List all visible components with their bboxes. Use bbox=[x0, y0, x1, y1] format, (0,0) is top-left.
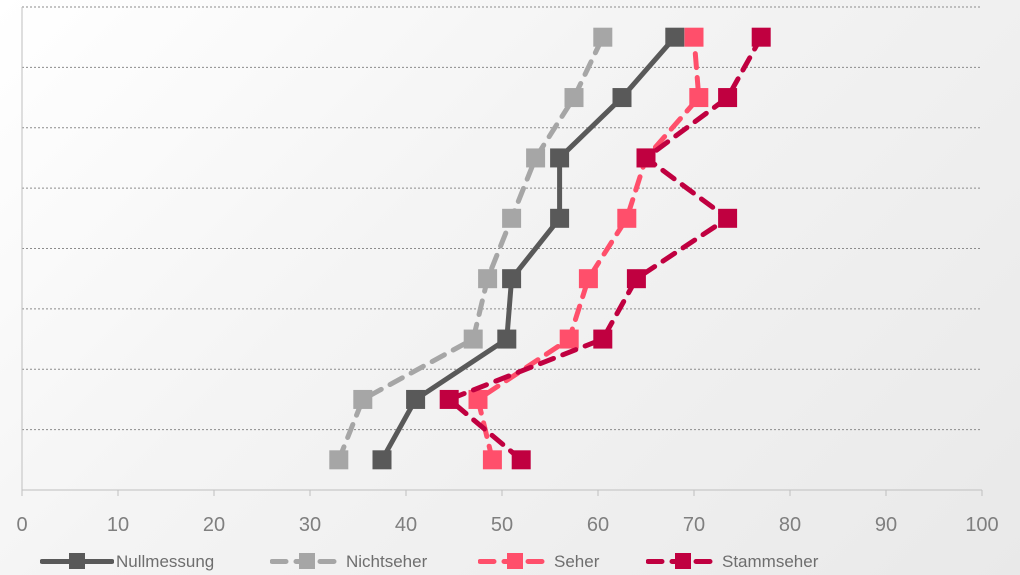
series-nichtseher bbox=[329, 27, 613, 470]
series-layer bbox=[329, 27, 771, 470]
legend-label: Stammseher bbox=[722, 551, 819, 571]
data-point bbox=[526, 148, 546, 168]
x-tick-label: 0 bbox=[16, 514, 27, 536]
data-point bbox=[511, 450, 531, 470]
data-point bbox=[550, 208, 570, 228]
x-tick-label: 50 bbox=[491, 514, 513, 536]
legend-item-nichtseher: Nichtseher bbox=[270, 548, 427, 575]
data-point bbox=[559, 329, 579, 349]
data-point bbox=[406, 389, 426, 409]
series-line bbox=[475, 34, 702, 463]
series-line bbox=[446, 34, 764, 463]
series-line bbox=[336, 34, 606, 463]
data-point bbox=[689, 88, 709, 108]
x-axis: 0 10 20 30 40 50 60 70 80 90 100 bbox=[16, 7, 999, 536]
legend: Nullmessung Nichtseher Seher Stammseher bbox=[0, 548, 1020, 575]
legend-item-seher: Seher bbox=[478, 548, 599, 575]
data-point bbox=[593, 27, 613, 47]
x-tick-label: 10 bbox=[107, 514, 129, 536]
series-stammseher bbox=[439, 27, 771, 470]
legend-label: Seher bbox=[554, 551, 600, 571]
legend-label: Nichtseher bbox=[346, 551, 428, 571]
legend-swatch bbox=[478, 553, 552, 569]
series-seher bbox=[468, 27, 709, 470]
legend-label: Nullmessung bbox=[116, 551, 215, 571]
data-point bbox=[439, 389, 459, 409]
data-point bbox=[329, 450, 349, 470]
data-point bbox=[478, 269, 498, 289]
x-tick-label: 100 bbox=[965, 514, 998, 536]
x-tick-label: 80 bbox=[779, 514, 801, 536]
data-point bbox=[617, 208, 637, 228]
data-point bbox=[751, 27, 771, 47]
data-point bbox=[593, 329, 613, 349]
data-point bbox=[502, 269, 522, 289]
data-point bbox=[718, 88, 738, 108]
legend-swatch bbox=[270, 553, 344, 569]
grid-lines bbox=[22, 6, 982, 431]
x-tick-label: 60 bbox=[587, 514, 609, 536]
x-tick-label: 20 bbox=[203, 514, 225, 536]
data-point bbox=[578, 269, 598, 289]
data-point bbox=[502, 208, 522, 228]
legend-item-stammseher: Stammseher bbox=[646, 548, 818, 575]
data-point bbox=[564, 88, 584, 108]
legend-swatch bbox=[646, 553, 720, 569]
series-nullmessung bbox=[372, 27, 685, 470]
x-tick-label: 40 bbox=[395, 514, 417, 536]
x-tick-label: 30 bbox=[299, 514, 321, 536]
data-point bbox=[372, 450, 392, 470]
data-point bbox=[684, 27, 704, 47]
data-point bbox=[497, 329, 517, 349]
data-point bbox=[612, 88, 632, 108]
data-point bbox=[550, 148, 570, 168]
chart: 0 10 20 30 40 50 60 70 80 90 100 bbox=[16, 6, 999, 536]
data-point bbox=[463, 329, 483, 349]
legend-item-nullmessung: Nullmessung bbox=[40, 548, 214, 575]
data-point bbox=[636, 148, 656, 168]
x-tick-label: 90 bbox=[875, 514, 897, 536]
data-point bbox=[353, 389, 373, 409]
data-point bbox=[665, 27, 685, 47]
data-point bbox=[468, 389, 488, 409]
x-tick-label: 70 bbox=[683, 514, 705, 536]
data-point bbox=[718, 208, 738, 228]
legend-swatch bbox=[40, 553, 114, 569]
data-point bbox=[482, 450, 502, 470]
series-line bbox=[379, 34, 678, 463]
data-point bbox=[626, 269, 646, 289]
